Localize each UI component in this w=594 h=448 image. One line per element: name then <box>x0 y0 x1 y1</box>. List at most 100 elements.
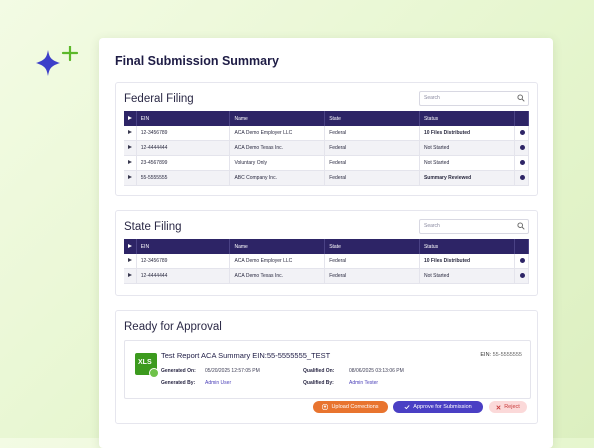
row-action-icon[interactable] <box>519 272 525 278</box>
ein-value: 55-5555555 <box>492 352 522 358</box>
upload-icon <box>322 404 329 410</box>
federal-search-input[interactable]: Search <box>419 91 529 106</box>
report-ein: EIN: 55-5555555 <box>480 352 522 358</box>
cell-state: Federal <box>324 170 420 186</box>
cell-name: ABC Company Inc. <box>229 170 326 186</box>
table-row[interactable]: 12-4444444 ACA Demo Texas Inc. Federal N… <box>124 140 530 156</box>
expand-all-icon[interactable] <box>128 115 132 120</box>
file-type-label: XLS <box>138 359 152 366</box>
table-header-row: EIN Name State Status <box>124 111 530 126</box>
qualified-by-link[interactable]: Admin Tester <box>349 380 379 386</box>
table-row[interactable]: 12-3456789 ACA Demo Employer LLC Federal… <box>124 254 530 269</box>
expand-all-icon[interactable] <box>128 243 132 248</box>
state-table: EIN Name State Status 12-3456789 ACA Dem… <box>124 239 530 284</box>
row-action-icon[interactable] <box>519 159 525 165</box>
generated-on-value: 05/20/2025 12:57:05 PM <box>205 368 260 374</box>
cell-name: ACA Demo Employer LLC <box>229 254 326 269</box>
reject-button[interactable]: Reject <box>489 401 527 413</box>
cell-ein: 55-5555555 <box>136 170 231 186</box>
expand-row-icon[interactable] <box>128 273 132 277</box>
cell-ein: 12-3456789 <box>136 126 231 141</box>
qualified-by-label: Qualified By: <box>303 380 334 386</box>
cell-state: Federal <box>324 140 420 156</box>
upload-corrections-button[interactable]: Upload Corrections <box>313 401 388 413</box>
column-header-ein[interactable]: EIN <box>136 239 231 254</box>
search-icon[interactable] <box>517 222 525 230</box>
table-row[interactable]: 12-4444444 ACA Demo Texas Inc. Federal N… <box>124 268 530 284</box>
column-header-name[interactable]: Name <box>229 111 326 126</box>
federal-filing-card: Federal Filing Search EIN Name State Sta… <box>115 82 538 196</box>
qualified-on-value: 08/06/2025 03:13:06 PM <box>349 368 404 374</box>
generated-on-label: Generated On: <box>161 368 196 374</box>
state-search-placeholder: Search <box>424 223 440 229</box>
column-header-name[interactable]: Name <box>229 239 326 254</box>
expand-row-icon[interactable] <box>128 160 132 164</box>
sparkle-icon <box>36 46 79 76</box>
expand-row-icon[interactable] <box>128 175 132 179</box>
table-row[interactable]: 55-5555555 ABC Company Inc. Federal Summ… <box>124 170 530 186</box>
cell-status: 10 Files Distributed <box>419 254 515 269</box>
column-header-ein[interactable]: EIN <box>136 111 231 126</box>
cell-name: Voluntary Only <box>229 155 326 171</box>
upload-corrections-label: Upload Corrections <box>331 404 379 410</box>
expand-row-icon[interactable] <box>128 258 132 262</box>
column-header-actions <box>514 111 530 126</box>
reject-label: Reject <box>504 404 520 410</box>
row-action-icon[interactable] <box>519 144 525 150</box>
cell-state: Federal <box>324 254 420 269</box>
generated-by-link[interactable]: Admin User <box>205 380 232 386</box>
cell-ein: 12-4444444 <box>136 268 231 284</box>
cell-state: Federal <box>324 126 420 141</box>
column-header-status[interactable]: Status <box>419 111 515 126</box>
cell-name: ACA Demo Texas Inc. <box>229 268 326 284</box>
approval-title: Ready for Approval <box>124 321 222 333</box>
row-action-icon[interactable] <box>519 129 525 135</box>
expand-all-cell[interactable] <box>124 239 137 254</box>
cell-name: ACA Demo Texas Inc. <box>229 140 326 156</box>
report-item[interactable]: XLS Test Report ACA Summary EIN:55-55555… <box>124 340 531 399</box>
ein-label: EIN: <box>480 352 492 358</box>
report-title[interactable]: Test Report ACA Summary EIN:55-5555555_T… <box>161 351 331 360</box>
xls-file-icon: XLS <box>135 353 159 378</box>
cell-ein: 12-4444444 <box>136 140 231 156</box>
column-header-state[interactable]: State <box>324 111 420 126</box>
summary-panel: Final Submission Summary Federal Filing … <box>99 38 553 448</box>
download-badge-icon <box>149 368 159 378</box>
cell-state: Federal <box>324 268 420 284</box>
cell-name: ACA Demo Employer LLC <box>229 126 326 141</box>
generated-by-label: Generated By: <box>161 380 196 386</box>
state-filing-card: State Filing Search EIN Name State Statu… <box>115 210 538 296</box>
generated-on: Generated On: <box>161 368 196 374</box>
column-header-status[interactable]: Status <box>419 239 515 254</box>
close-icon <box>496 404 501 410</box>
row-action-icon[interactable] <box>519 174 525 180</box>
table-row[interactable]: 23-4567899 Voluntary Only Federal Not St… <box>124 155 530 171</box>
cell-status: Not Started <box>419 140 515 156</box>
page-title: Final Submission Summary <box>115 54 279 68</box>
cell-ein: 12-3456789 <box>136 254 231 269</box>
state-search-input[interactable]: Search <box>419 219 529 234</box>
cell-status: Not Started <box>419 155 515 171</box>
approve-for-submission-button[interactable]: Approve for Submission <box>393 401 483 413</box>
federal-search-placeholder: Search <box>424 95 440 101</box>
expand-row-icon[interactable] <box>128 145 132 149</box>
table-header-row: EIN Name State Status <box>124 239 530 254</box>
state-filing-title: State Filing <box>124 221 182 233</box>
cell-ein: 23-4567899 <box>136 155 231 171</box>
cell-status: 10 Files Distributed <box>419 126 515 141</box>
expand-all-cell[interactable] <box>124 111 137 126</box>
qualified-on-label: Qualified On: <box>303 368 335 374</box>
table-row[interactable]: 12-3456789 ACA Demo Employer LLC Federal… <box>124 126 530 141</box>
search-icon[interactable] <box>517 94 525 102</box>
federal-filing-title: Federal Filing <box>124 93 194 105</box>
cell-status: Summary Reviewed <box>419 170 515 186</box>
federal-table: EIN Name State Status 12-3456789 ACA Dem… <box>124 111 530 186</box>
cell-status: Not Started <box>419 268 515 284</box>
column-header-actions <box>514 239 530 254</box>
row-action-icon[interactable] <box>519 257 525 263</box>
column-header-state[interactable]: State <box>324 239 420 254</box>
cell-state: Federal <box>324 155 420 171</box>
expand-row-icon[interactable] <box>128 130 132 134</box>
check-icon <box>404 405 410 410</box>
approve-for-submission-label: Approve for Submission <box>413 404 472 410</box>
